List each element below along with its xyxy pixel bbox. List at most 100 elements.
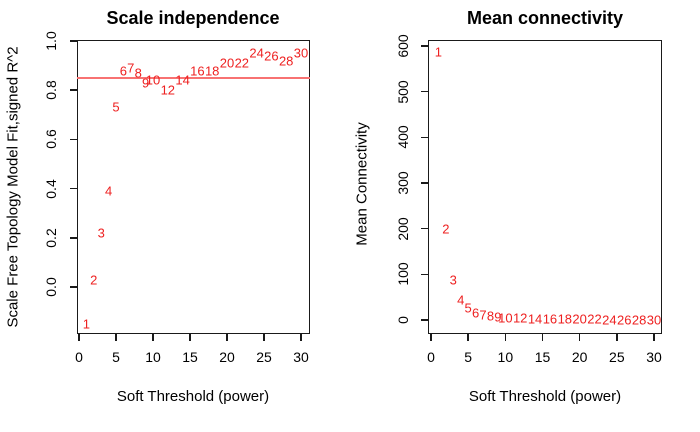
y-tick-label: 0.2 [43,228,59,248]
y-tick-mark [70,89,77,91]
power-point-label: 24 [249,45,264,61]
power-point-label: 3 [449,272,457,288]
power-point-label: 30 [293,45,309,61]
y-tick-mark [421,182,428,184]
x-tick-label: 20 [571,349,588,365]
power-point-label: 1 [434,44,443,60]
power-point-label: 5 [112,99,120,115]
x-tick-mark [616,334,618,341]
power-point-label: 16 [190,63,205,79]
y-axis-label: Scale Free Topology Model Fit,signed R^2 [4,46,22,328]
y-tick-label: 0.0 [43,277,59,297]
y-tick-mark [421,136,428,139]
x-tick-mark [152,334,154,341]
x-tick-label: 10 [145,349,161,365]
power-point-label: 18 [204,63,220,79]
x-tick-mark [541,334,544,341]
y-tick-mark [421,227,428,230]
power-point-label: 16 [542,311,558,327]
y-tick-label: 0 [395,316,411,324]
plot-title: Scale independence [106,8,280,28]
power-point-label: 8 [134,65,142,81]
x-tick-mark [653,334,655,341]
power-point-label: 24 [602,312,617,328]
x-tick-label: 15 [534,349,551,365]
power-point-label: 28 [631,312,647,328]
power-point-label: 2 [442,221,450,237]
y-tick-label: 200 [395,216,411,241]
x-tick-label: 5 [112,349,120,365]
power-point-label: 7 [479,307,487,323]
power-point-label: 6 [471,305,480,321]
x-tick-label: 25 [256,349,272,365]
x-tick-mark [578,334,581,341]
y-tick-mark [70,237,77,239]
plot-box [77,40,310,334]
power-point-label: 30 [646,312,662,328]
power-point-label: 12 [512,310,528,326]
power-point-label: 28 [278,53,294,69]
power-point-label: 4 [457,292,465,308]
power-point-label: 20 [572,311,587,327]
power-point-label: 26 [264,48,279,64]
power-point-label: 9 [494,309,502,325]
y-tick-label: 300 [395,171,411,195]
power-point-label: 6 [119,63,128,79]
x-tick-mark [78,334,80,341]
plot-title: Mean connectivity [466,8,624,28]
y-tick-mark [70,286,77,288]
x-tick-label: 0 [75,349,83,365]
y-tick-label: 100 [395,262,411,287]
power-point-label: 22 [587,311,602,327]
power-point-label: 3 [97,225,105,241]
y-tick-mark [70,187,77,190]
x-tick-mark [504,334,507,341]
x-tick-label: 15 [182,349,198,365]
y-tick-mark [421,45,428,47]
power-point-label: 10 [145,72,161,88]
power-point-label: 2 [90,272,98,288]
x-tick-label: 10 [497,349,514,365]
x-tick-label: 25 [609,349,625,365]
y-tick-label: 600 [395,34,411,58]
x-tick-mark [430,334,432,341]
y-axis-label: Mean Connectivity [353,122,371,246]
x-axis-label: Soft Threshold (power) [468,388,622,405]
x-tick-mark [263,334,265,341]
power-point-label: 8 [486,308,495,324]
x-tick-label: 5 [464,349,473,365]
power-point-label: 14 [175,72,190,88]
x-tick-mark [226,334,228,341]
x-tick-label: 0 [427,349,435,365]
power-point-label: 5 [464,300,472,316]
y-tick-mark [421,319,428,321]
y-tick-mark [421,90,428,93]
y-tick-mark [421,273,428,276]
r2-threshold-line [77,77,310,79]
x-tick-mark [467,334,469,341]
power-point-label: 14 [527,311,543,327]
x-tick-label: 20 [219,349,235,365]
power-point-label: 18 [557,311,573,327]
power-point-label: 1 [82,316,91,332]
power-point-label: 7 [127,60,135,76]
y-tick-label: 1.0 [43,31,59,51]
x-tick-mark [189,334,191,341]
x-tick-mark [115,334,117,341]
y-tick-label: 500 [395,79,411,104]
y-tick-label: 0.8 [43,80,59,100]
power-point-label: 22 [234,55,250,71]
power-point-label: 4 [104,183,113,199]
y-tick-label: 0.6 [43,129,59,150]
x-axis-label: Soft Threshold (power) [116,388,270,405]
y-tick-mark [70,138,77,141]
x-tick-mark [300,334,302,341]
y-tick-label: 0.4 [43,178,59,199]
x-tick-label: 30 [646,349,662,365]
power-point-label: 9 [141,75,150,91]
plot-box [428,40,662,334]
y-tick-label: 400 [395,125,411,150]
power-point-label: 26 [617,312,632,328]
x-tick-label: 30 [293,349,309,365]
